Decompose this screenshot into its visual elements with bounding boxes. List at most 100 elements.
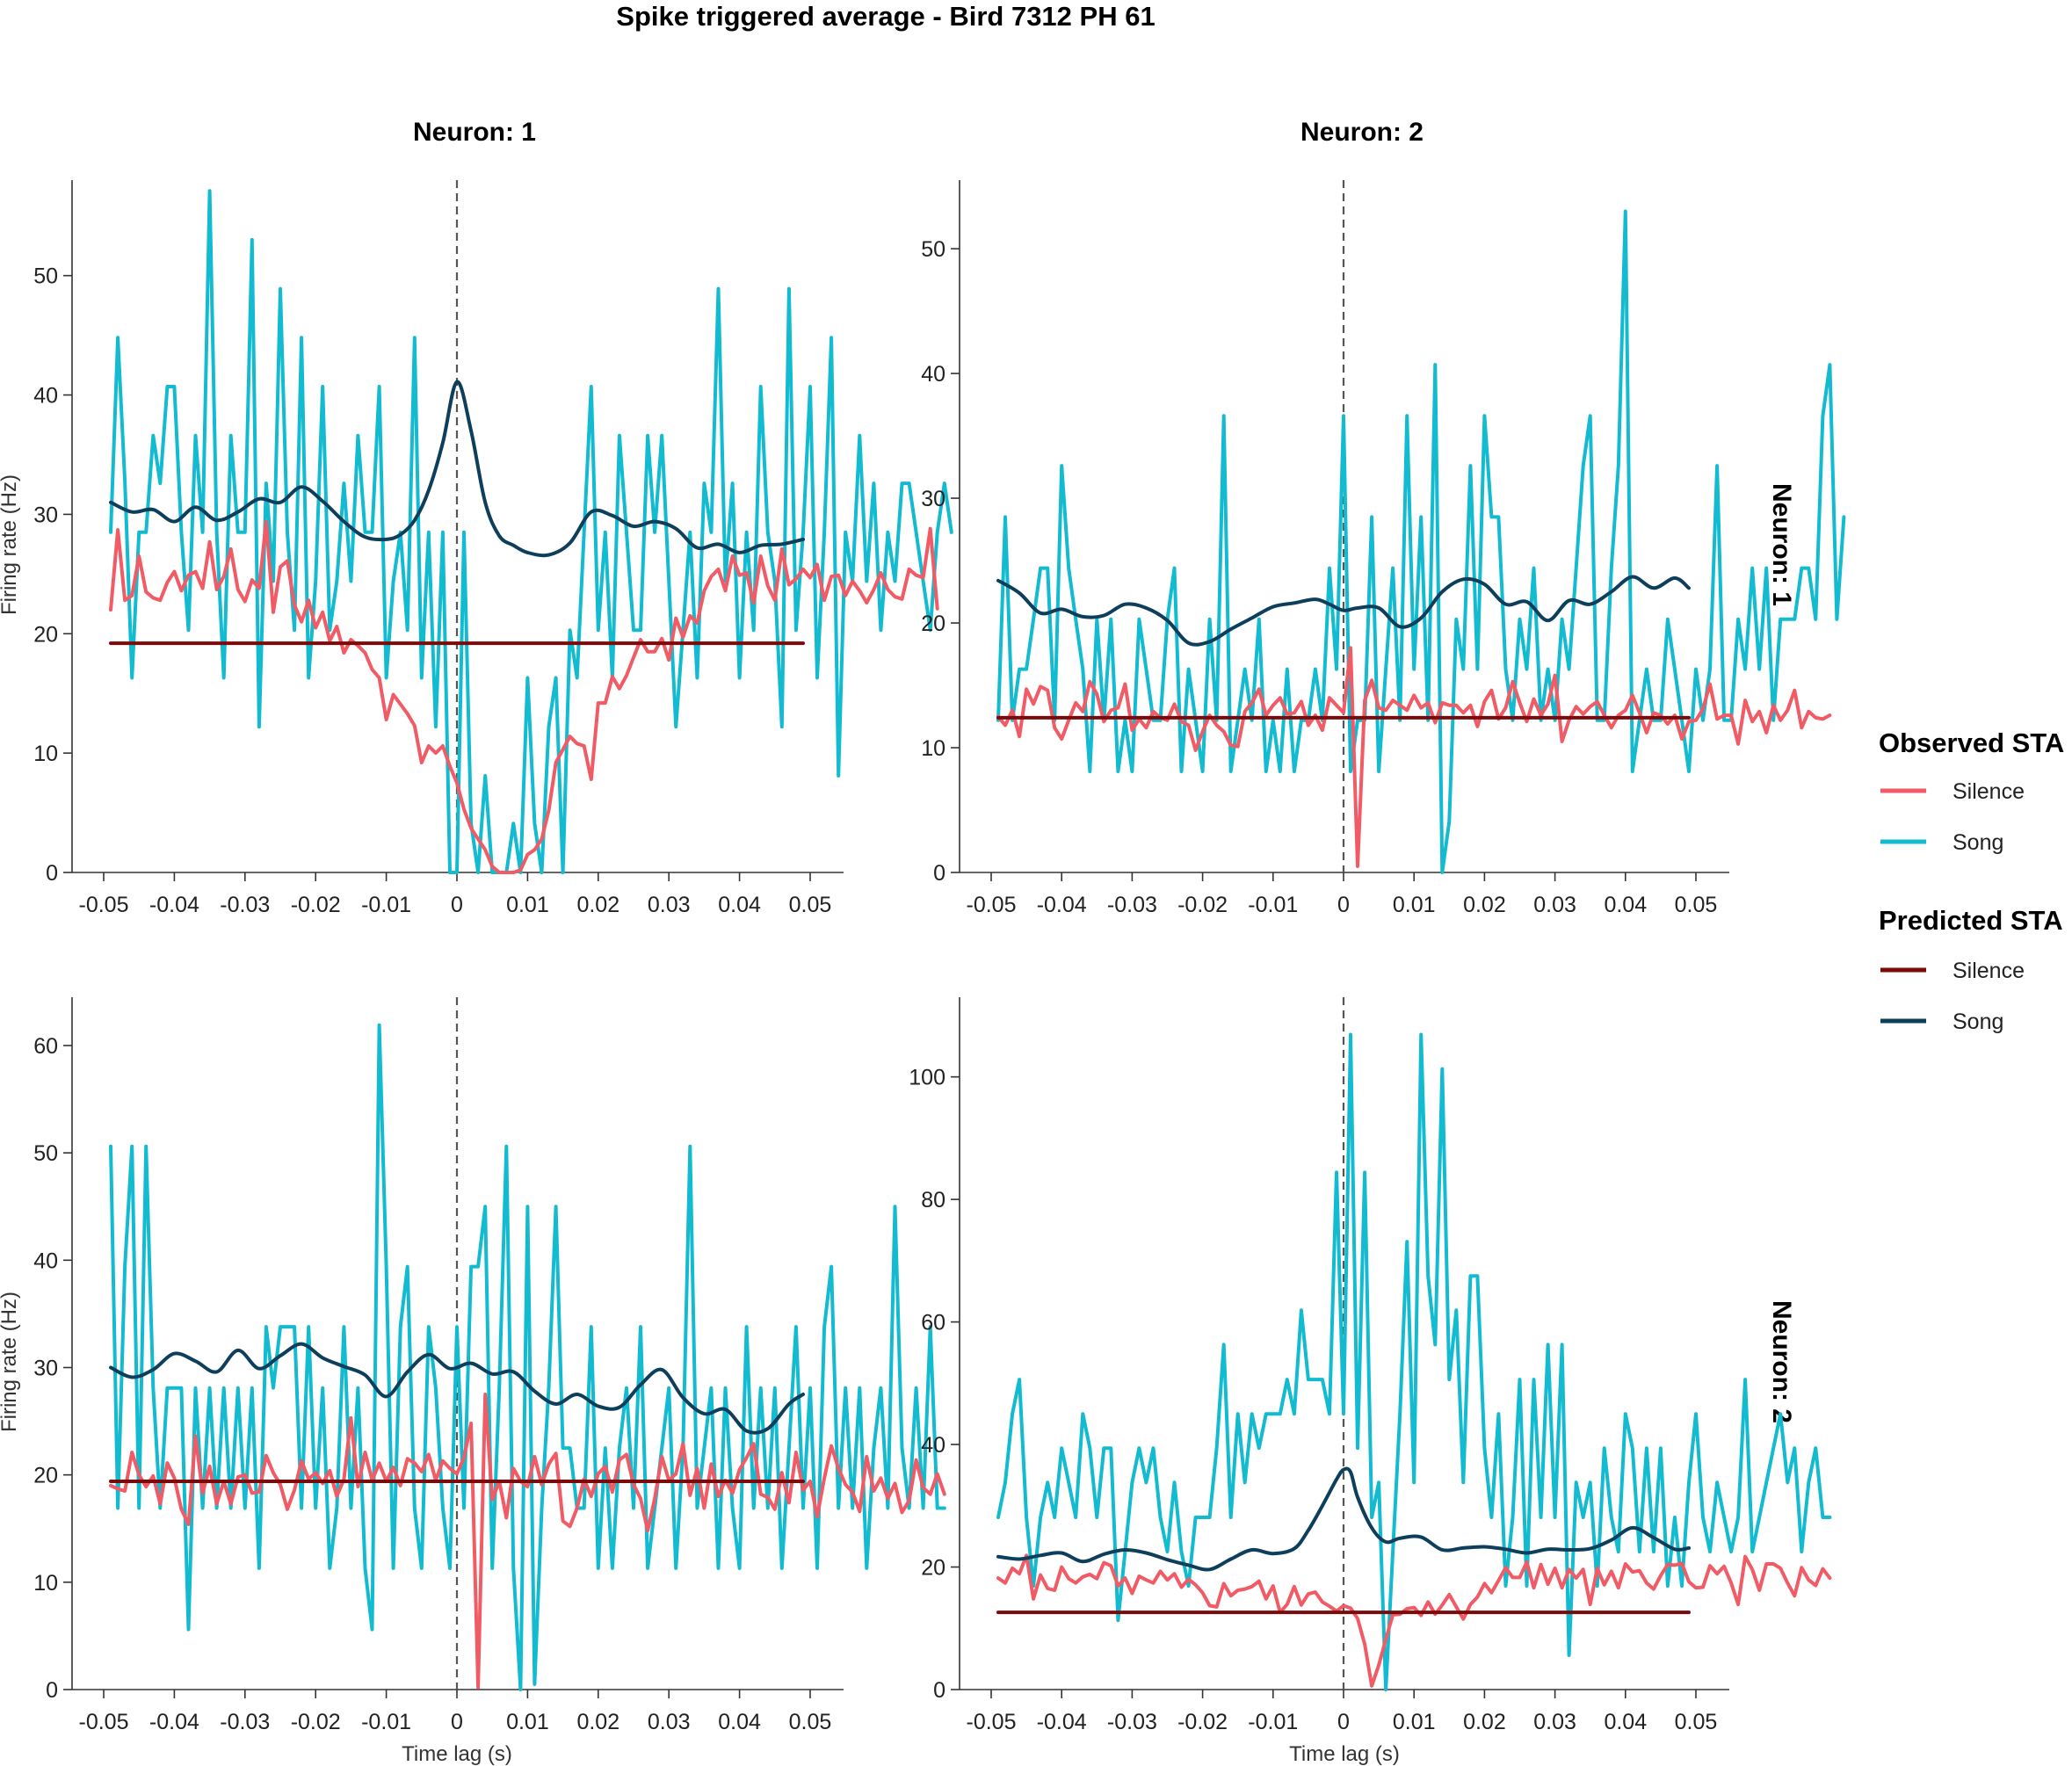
panel-2-y-tick-label: 10 — [921, 736, 945, 761]
panel-1-y-tick-label: 0 — [46, 861, 58, 886]
panel-4: 0 20 40 60 80 100 -0.05 -0.04 -0.03 -0.02 -0.01 0 0.… — [909, 997, 1832, 1734]
legend-title-predicted: Predicted STA — [1879, 905, 2063, 936]
panel-3-series-predicted-song — [109, 1342, 805, 1435]
y-axis-label-bottom: Firing rate (Hz) — [0, 1292, 21, 1432]
panel-2-series-predicted-song — [996, 575, 1691, 647]
panel-2: 0 10 20 30 40 50 -0.05 -0.04 -0.03 -0.02 -0.01 0 0.0… — [921, 180, 1846, 917]
legend-title-observed: Observed STA — [1879, 727, 2064, 758]
panel-2-x-tick-label: 0.03 — [1533, 893, 1576, 917]
panel-1-y-tick-label: 20 — [33, 622, 58, 647]
panel-4-x-tick-label: -0.05 — [967, 1710, 1017, 1734]
panel-4-x-tick-label: -0.03 — [1107, 1710, 1157, 1734]
panel-4-x-tick-label: 0 — [1337, 1710, 1350, 1734]
panel-3-y-tick-label: 20 — [33, 1464, 58, 1488]
panel-3-x-tick-label: 0.03 — [648, 1710, 691, 1734]
panel-4-x-tick-label: -0.04 — [1037, 1710, 1087, 1734]
panel-4-x-tick-label: 0.03 — [1533, 1710, 1576, 1734]
panel-1-x-tick-label: -0.05 — [79, 893, 129, 917]
legend-label-observed-silence: Silence — [1952, 779, 2025, 804]
panel-4-series-observed-song — [996, 1032, 1832, 1691]
panel-3-x-tick-label: -0.04 — [149, 1710, 199, 1734]
panel-4-x-tick-label: -0.01 — [1248, 1710, 1298, 1734]
panel-4-x-tick-label: 0.02 — [1463, 1710, 1506, 1734]
panel-3-x-tick-label: 0.04 — [718, 1710, 761, 1734]
panel-1-x-tick-label: -0.02 — [291, 893, 341, 917]
panel-2-x-tick-label: 0.04 — [1604, 893, 1647, 917]
legend: Observed STA Silence Song Predicted STA … — [1879, 727, 2064, 1034]
panel-3-x-tick-label: -0.05 — [79, 1710, 129, 1734]
panel-2-x-tick-label: -0.05 — [967, 893, 1017, 917]
panel-4-series-observed-silence — [996, 1553, 1832, 1688]
column-title-neuron-1: Neuron: 1 — [413, 118, 536, 147]
panel-4-series-predicted-song — [996, 1466, 1691, 1572]
legend-label-observed-song: Song — [1952, 830, 2003, 855]
panel-1-y-tick-label: 50 — [33, 264, 58, 289]
panel-2-y-tick-label: 30 — [921, 487, 945, 511]
panel-2-x-tick-label: 0.01 — [1393, 893, 1436, 917]
panel-2-y-tick-label: 50 — [921, 237, 945, 262]
panel-4-x-tick-label: 0.01 — [1393, 1710, 1436, 1734]
panel-2-y-tick-label: 0 — [933, 861, 945, 886]
panel-3-x-tick-label: 0 — [451, 1710, 463, 1734]
panel-1-series-observed-silence — [109, 519, 939, 874]
panel-4-y-tick-label: 40 — [921, 1433, 945, 1458]
panel-3-x-tick-label: -0.03 — [220, 1710, 270, 1734]
panel-3-y-tick-label: 60 — [33, 1034, 58, 1059]
panel-2-x-tick-label: 0.02 — [1463, 893, 1506, 917]
panel-3-x-tick-label: -0.02 — [291, 1710, 341, 1734]
panel-2-x-tick-label: 0.05 — [1675, 893, 1718, 917]
panel-1-x-tick-label: 0.05 — [789, 893, 832, 917]
panel-4-y-tick-label: 0 — [933, 1678, 945, 1703]
row-title-neuron-2: Neuron: 2 — [1767, 1300, 1796, 1423]
panel-3-y-tick-label: 40 — [33, 1249, 58, 1273]
x-axis-label-left: Time lag (s) — [402, 1742, 512, 1766]
panel-2-y-tick-label: 20 — [921, 612, 945, 636]
column-title-neuron-2: Neuron: 2 — [1300, 118, 1424, 147]
panel-3-x-tick-label: 0.01 — [506, 1710, 549, 1734]
panel-3-x-tick-label: 0.02 — [576, 1710, 619, 1734]
panel-2-y-tick-label: 40 — [921, 362, 945, 387]
panel-4-y-tick-label: 20 — [921, 1556, 945, 1581]
y-axis-label-top: Firing rate (Hz) — [0, 474, 21, 615]
panel-4-x-tick-label: -0.02 — [1177, 1710, 1228, 1734]
row-title-neuron-1: Neuron: 1 — [1767, 483, 1796, 606]
x-axis-label-right: Time lag (s) — [1289, 1742, 1400, 1766]
panel-1-x-tick-label: -0.01 — [361, 893, 411, 917]
panel-3: 0 10 20 30 40 50 60 -0.05 -0.04 -0.03 -0.02 -0.01 0 0… — [33, 997, 946, 1734]
panel-4-x-tick-label: 0.04 — [1604, 1710, 1647, 1734]
panel-1-series-predicted-song — [109, 380, 805, 558]
panel-3-y-tick-label: 50 — [33, 1141, 58, 1166]
panel-1-x-tick-label: 0 — [451, 893, 463, 917]
panel-1-series-observed-song — [109, 189, 953, 874]
panel-1: 0 10 20 30 40 50 -0.05 -0.04 -0.03 -0.02 -0.01 0 0.0… — [33, 180, 953, 917]
panel-4-y-tick-label: 60 — [921, 1311, 945, 1335]
panel-1-x-tick-label: 0.04 — [718, 893, 761, 917]
chart-title: Spike triggered average - Bird 7312 PH 6… — [616, 1, 1155, 32]
panel-2-x-tick-label: -0.02 — [1177, 893, 1228, 917]
panel-2-x-tick-label: -0.04 — [1037, 893, 1087, 917]
panel-1-x-tick-label: -0.04 — [149, 893, 199, 917]
panel-3-y-tick-label: 30 — [33, 1356, 58, 1380]
panel-4-y-tick-label: 80 — [921, 1188, 945, 1212]
panel-3-series-observed-silence — [109, 1393, 946, 1690]
panel-1-x-tick-label: 0.03 — [648, 893, 691, 917]
panel-2-x-tick-label: -0.03 — [1107, 893, 1157, 917]
panel-3-y-tick-label: 0 — [46, 1678, 58, 1703]
panels: 0 10 20 30 40 50 -0.05 -0.04 -0.03 -0.02 -0.01 0 0.0… — [33, 180, 1846, 1734]
legend-label-predicted-silence: Silence — [1952, 959, 2025, 983]
panel-1-y-tick-label: 40 — [33, 384, 58, 409]
panel-3-y-tick-label: 10 — [33, 1571, 58, 1596]
panel-1-x-tick-label: 0.01 — [506, 893, 549, 917]
panel-2-series-observed-silence — [996, 646, 1832, 868]
panel-1-x-tick-label: 0.02 — [576, 893, 619, 917]
panel-3-series-observed-song — [109, 1023, 946, 1691]
panel-1-y-tick-label: 30 — [33, 503, 58, 527]
panel-2-series-observed-song — [996, 209, 1846, 874]
panel-3-x-tick-label: -0.01 — [361, 1710, 411, 1734]
panel-2-x-tick-label: 0 — [1337, 893, 1350, 917]
panel-2-x-tick-label: -0.01 — [1248, 893, 1298, 917]
panel-1-x-tick-label: -0.03 — [220, 893, 270, 917]
panel-1-y-tick-label: 10 — [33, 742, 58, 766]
panel-3-x-tick-label: 0.05 — [789, 1710, 832, 1734]
